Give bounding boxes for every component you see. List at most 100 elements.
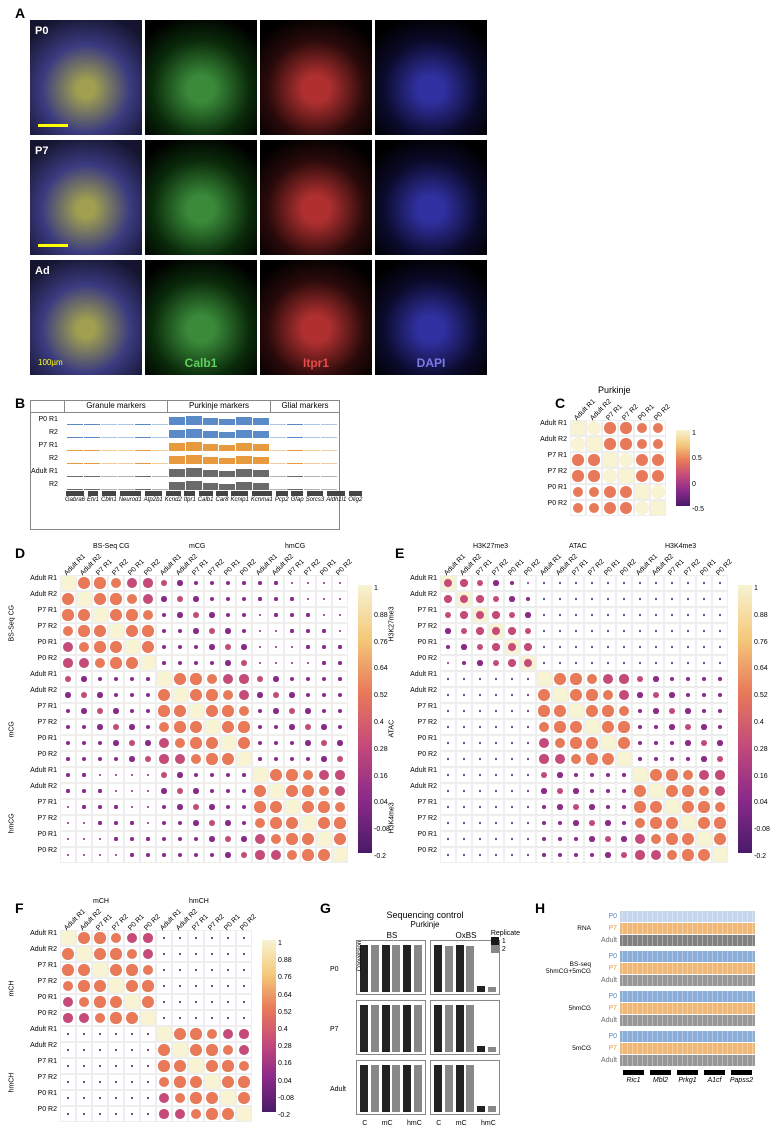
corr-cell bbox=[440, 719, 456, 735]
corr-cell bbox=[616, 703, 632, 719]
corr-cell bbox=[488, 815, 504, 831]
corr-cell bbox=[456, 671, 472, 687]
corr-cell bbox=[124, 831, 140, 847]
corr-cell bbox=[632, 831, 648, 847]
corr-cell bbox=[236, 719, 252, 735]
corr-cell bbox=[108, 703, 124, 719]
htrack-stage-label: P7 bbox=[595, 1005, 620, 1012]
corr-cell bbox=[456, 639, 472, 655]
corr-cell bbox=[76, 1026, 92, 1042]
corr-cell bbox=[188, 978, 204, 994]
corr-cell bbox=[108, 687, 124, 703]
corr-cell bbox=[172, 767, 188, 783]
micrograph-P0-calb1 bbox=[145, 20, 257, 135]
corr-cell bbox=[568, 799, 584, 815]
corr-cell bbox=[188, 639, 204, 655]
htrack-stage-label: P7 bbox=[595, 1045, 620, 1052]
corr-row-label: P7 R2 bbox=[392, 815, 437, 822]
corr-cell bbox=[696, 767, 712, 783]
corr-cell bbox=[108, 719, 124, 735]
corr-cell bbox=[188, 946, 204, 962]
corr-cell bbox=[650, 436, 666, 452]
corr-cell bbox=[140, 847, 156, 863]
corr-cell bbox=[236, 703, 252, 719]
corr-cell bbox=[108, 994, 124, 1010]
corr-cell bbox=[616, 751, 632, 767]
barplot bbox=[430, 1060, 500, 1115]
corr-group-label-top: BS-Seq CG bbox=[93, 543, 130, 550]
corr-cell bbox=[440, 815, 456, 831]
corr-cell bbox=[108, 607, 124, 623]
corr-cell bbox=[60, 815, 76, 831]
corr-cell bbox=[600, 767, 616, 783]
corr-cell bbox=[108, 671, 124, 687]
corr-cell bbox=[472, 831, 488, 847]
section-glial: Glial markers bbox=[271, 401, 339, 412]
corr-cell bbox=[440, 767, 456, 783]
corr-cell bbox=[584, 607, 600, 623]
corr-cell bbox=[108, 946, 124, 962]
colorbar-tick: 0.64 bbox=[278, 992, 292, 999]
corr-cell bbox=[680, 671, 696, 687]
corr-cell bbox=[124, 687, 140, 703]
corr-cell bbox=[632, 655, 648, 671]
htrack-bar bbox=[620, 963, 755, 974]
corr-cell bbox=[472, 799, 488, 815]
corr-cell bbox=[680, 799, 696, 815]
corr-cell bbox=[472, 655, 488, 671]
panel-label-C: C bbox=[555, 395, 565, 411]
micrograph-P7-dapi bbox=[375, 140, 487, 255]
corr-row-label: Adult R1 bbox=[392, 767, 437, 774]
corr-cell bbox=[552, 799, 568, 815]
corr-cell bbox=[124, 703, 140, 719]
corr-cell bbox=[316, 671, 332, 687]
corr-row-label: P7 R2 bbox=[12, 978, 57, 985]
corr-cell bbox=[92, 767, 108, 783]
corr-cell bbox=[570, 420, 586, 436]
panel-label-F: F bbox=[15, 900, 24, 916]
corr-cell bbox=[584, 783, 600, 799]
corr-cell bbox=[488, 687, 504, 703]
corr-cell bbox=[712, 591, 728, 607]
corr-cell bbox=[632, 591, 648, 607]
corr-cell bbox=[76, 767, 92, 783]
corr-cell bbox=[140, 1026, 156, 1042]
htrack-group: P05hmCGP7Adult bbox=[545, 990, 755, 1026]
corr-cell bbox=[156, 655, 172, 671]
corr-cell bbox=[488, 767, 504, 783]
corr-cell bbox=[712, 623, 728, 639]
corr-cell bbox=[172, 1106, 188, 1122]
stage-label-P7: P7 bbox=[35, 145, 48, 157]
corr-cell bbox=[204, 978, 220, 994]
corr-cell bbox=[332, 751, 348, 767]
corr-cell bbox=[220, 671, 236, 687]
corr-cell bbox=[124, 930, 140, 946]
corr-cell bbox=[712, 831, 728, 847]
micrograph-P0-dapi bbox=[375, 20, 487, 135]
corr-cell bbox=[332, 767, 348, 783]
corr-cell bbox=[268, 623, 284, 639]
colorbar-tick: 0.04 bbox=[754, 799, 768, 806]
corr-cell bbox=[536, 847, 552, 863]
corr-cell bbox=[472, 671, 488, 687]
h-gene-label: Ric1 bbox=[620, 1070, 647, 1084]
corr-cell bbox=[76, 1042, 92, 1058]
bar bbox=[360, 1005, 368, 1052]
corr-cell bbox=[156, 1010, 172, 1026]
corr-cell bbox=[220, 994, 236, 1010]
corr-cell bbox=[188, 994, 204, 1010]
corr-cell bbox=[552, 767, 568, 783]
corr-cell bbox=[586, 468, 602, 484]
micrograph-P7-itpr1 bbox=[260, 140, 372, 255]
corr-cell bbox=[696, 751, 712, 767]
corr-cell bbox=[616, 799, 632, 815]
corr-cell bbox=[188, 575, 204, 591]
corr-cell bbox=[92, 591, 108, 607]
corr-cell bbox=[568, 735, 584, 751]
corr-cell bbox=[680, 767, 696, 783]
corr-cell bbox=[172, 978, 188, 994]
corr-cell bbox=[650, 420, 666, 436]
corr-cell bbox=[204, 930, 220, 946]
corr-cell bbox=[92, 703, 108, 719]
corr-cell bbox=[60, 930, 76, 946]
